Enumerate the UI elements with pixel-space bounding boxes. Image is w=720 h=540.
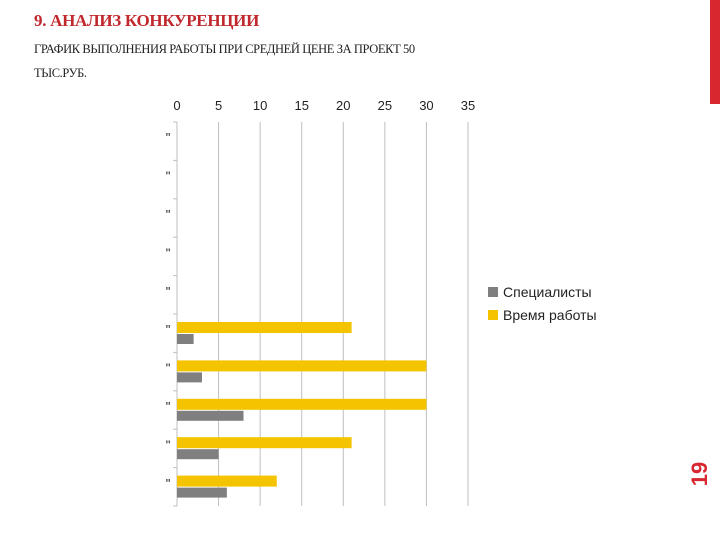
bar-specialisty: [177, 449, 219, 460]
x-axis-ticks: 0 5 10 15 20 25 30 35: [173, 98, 475, 113]
x-tick-label: 15: [294, 98, 308, 113]
legend-swatch: [488, 287, 498, 297]
y-tick-label: ": [166, 322, 171, 337]
bar-vremya-raboty: [177, 437, 352, 449]
chart-subtitle: ГРАФИК ВЫПОЛНЕНИЯ РАБОТЫ ПРИ СРЕДНЕЙ ЦЕН…: [34, 42, 415, 80]
y-tick-label: ": [166, 437, 171, 452]
legend-label: Специалисты: [503, 284, 592, 300]
bar-vremya-raboty: [177, 475, 277, 487]
y-tick-label: ": [166, 169, 171, 184]
accent-bar: [710, 0, 720, 104]
x-tick-label: 5: [215, 98, 222, 113]
bar-vremya-raboty: [177, 322, 352, 333]
bar-specialisty: [177, 487, 227, 498]
y-tick-label: ": [166, 399, 171, 414]
y-tick-label: ": [166, 207, 171, 222]
chart-gridlines: [176, 122, 469, 506]
y-tick-label: ": [166, 245, 171, 260]
y-axis: " " " " " " " " " ": [166, 121, 178, 507]
x-tick-label: 30: [419, 98, 433, 113]
y-tick-label: ": [166, 130, 171, 145]
bar-vremya-raboty: [177, 398, 427, 410]
x-tick-label: 10: [253, 98, 267, 113]
y-tick-label: ": [166, 284, 171, 299]
bar-specialisty: [177, 372, 202, 383]
bar-vremya-raboty: [177, 360, 427, 372]
x-tick-label: 0: [173, 98, 180, 113]
x-tick-label: 35: [461, 98, 475, 113]
x-tick-label: 20: [336, 98, 350, 113]
x-tick-label: 25: [378, 98, 392, 113]
legend-label: Время работы: [503, 307, 597, 323]
chart-legend: Специалисты Время работы: [488, 284, 597, 323]
chart-bars: [177, 322, 427, 498]
bar-specialisty: [177, 334, 194, 344]
y-tick-label: ": [166, 361, 171, 376]
bar-specialisty: [177, 410, 244, 421]
y-tick-label: ": [166, 476, 171, 491]
slide-title: 9. АНАЛИЗ КОНКУРЕНЦИИ: [34, 11, 260, 30]
legend-swatch: [488, 310, 498, 320]
